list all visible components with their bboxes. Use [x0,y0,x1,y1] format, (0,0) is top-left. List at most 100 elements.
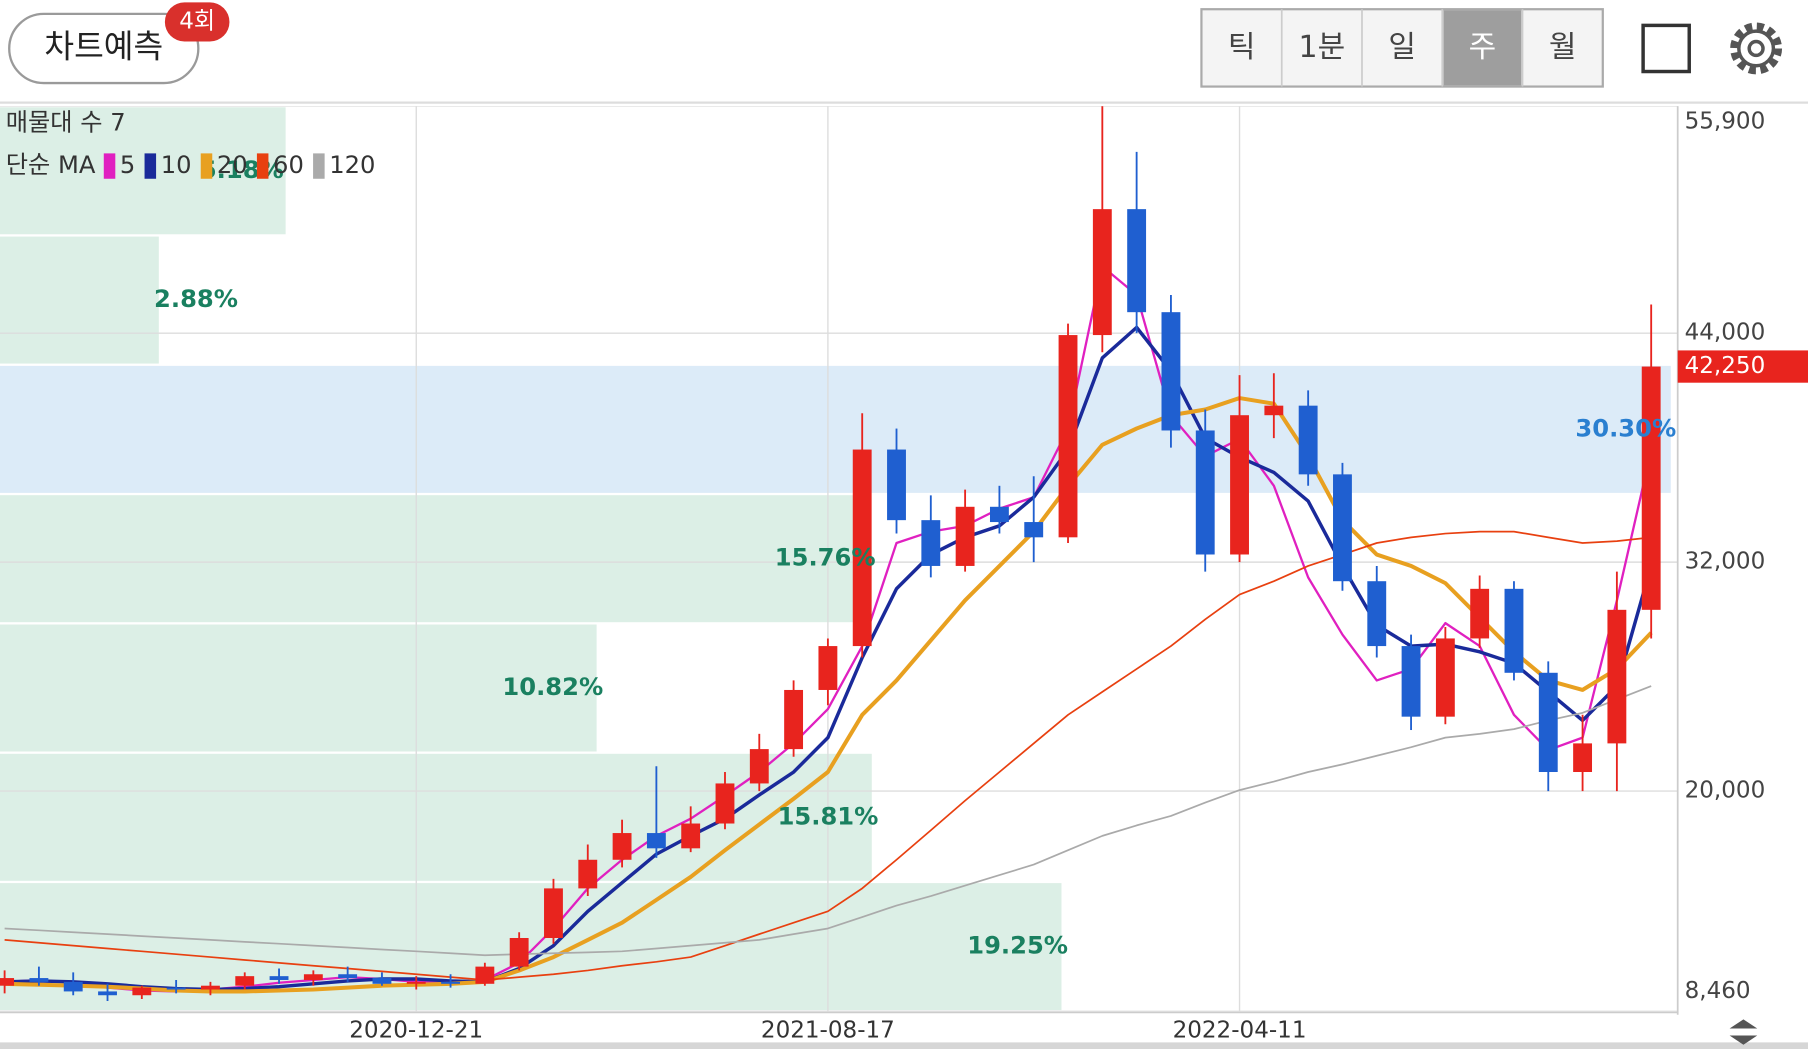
candle-body [681,823,701,849]
candle-body [1401,646,1421,717]
candle-body [1195,430,1215,555]
period-button[interactable] [1202,10,1281,86]
fullscreen-button[interactable] [1641,23,1691,74]
candle-body [201,985,220,990]
volume-profile-bar [0,107,286,235]
period-label[interactable]: 주 [1469,30,1497,65]
candle-body [818,646,838,690]
candle-body [98,991,117,996]
volume-profile-label: 19.25% [967,932,1068,960]
legend-swatch [200,153,213,179]
legend-title: 단순 MA [6,151,96,179]
candle-body [1092,209,1112,336]
candle-body [132,987,152,996]
current-price-label: 42,250 [1685,353,1766,379]
period-button[interactable] [1363,10,1442,86]
ma-line [4,530,1652,981]
volume-profile-label: 30.30% [1575,414,1676,442]
legend-swatch [144,153,157,179]
candle-body [1161,312,1181,431]
candle-body [921,520,941,566]
candle-body [0,978,15,986]
x-tick-label: 2021-08-17 [761,1017,895,1043]
predict-button[interactable]: 차트예측 4회 [8,2,230,85]
candle-body [1058,335,1078,538]
candle-body [1573,743,1593,773]
ma-line [4,685,1652,957]
period-button[interactable] [1282,10,1361,86]
volume-profile-bar [0,365,1671,493]
volume-profile-label: 5.18% [200,156,284,184]
predict-button-frame[interactable] [8,12,200,85]
candle-body [372,978,392,984]
scale-toggle-icon[interactable] [1729,1019,1758,1045]
candle-body [1367,581,1387,647]
scale-toggle[interactable] [1729,1019,1758,1045]
period-button[interactable] [1443,10,1522,86]
y-tick-label: 55,900 [1685,109,1766,135]
candle-body [1435,638,1455,717]
volume-profile-title: 매물대 수 7 [6,108,126,136]
legend-label: 60 [273,151,304,179]
candle-body [1607,609,1627,744]
legend-label: 10 [161,151,192,179]
volume-profile-label: 15.81% [778,802,879,830]
gear-hole[interactable] [1747,39,1765,58]
candle-body [29,978,49,982]
candle-body [166,987,186,990]
period-label[interactable]: 월 [1549,30,1577,65]
candle-body [852,449,872,647]
legend-swatch [103,153,116,179]
candle-body [1298,405,1318,475]
candle-body [715,783,735,824]
candle-body [1230,415,1249,555]
candle-body [338,974,358,979]
predict-button-label[interactable]: 차트예측 [44,27,163,65]
period-label[interactable]: 틱 [1228,30,1256,65]
period-selector: 틱 1분 일 주 월 [1200,8,1604,88]
candle-body [406,981,426,984]
candle-body [1333,474,1352,582]
volume-profile-label: 10.82% [502,673,603,701]
x-tick-label: 2022-04-11 [1173,1017,1307,1043]
candle-body [955,506,975,566]
ma-line [4,396,1653,994]
candle-body [784,689,804,750]
settings-button[interactable] [1730,22,1783,75]
candle-body [578,859,598,889]
candle-body [303,974,323,980]
y-tick-label: 20,000 [1685,778,1766,804]
predict-badge-count: 4회 [179,8,215,34]
candle-body [1024,522,1044,538]
x-tick-label: 2020-12-21 [349,1017,483,1043]
period-button[interactable] [1523,10,1602,86]
current-price-box [1677,350,1808,383]
legend-label: 5 [120,151,135,179]
bottom-strip [0,1042,1808,1049]
candle-body [646,833,666,849]
gear-body[interactable] [1737,29,1776,68]
legend-swatch [313,153,325,179]
period-label[interactable]: 일 [1388,30,1416,65]
candle-body [989,506,1009,523]
candle-body [441,981,460,984]
y-tick-label: 8,460 [1685,978,1751,1004]
candle-body [749,749,769,784]
legend-swatch [256,153,269,179]
candle-body [235,976,255,986]
legend-label: 120 [329,151,375,179]
candle-body [1641,366,1661,610]
y-tick-label: 32,000 [1685,549,1766,575]
volume-profile-label: 15.76% [775,544,876,572]
candle-body [1264,405,1284,416]
predict-badge [164,2,230,42]
candle-body [887,449,906,521]
period-label[interactable]: 1분 [1299,30,1346,65]
gear-teeth[interactable] [1730,22,1783,75]
legend-label: 20 [217,151,248,179]
candle-body [1470,588,1490,639]
candle-body [612,833,632,860]
volume-profile-bar [0,236,159,364]
